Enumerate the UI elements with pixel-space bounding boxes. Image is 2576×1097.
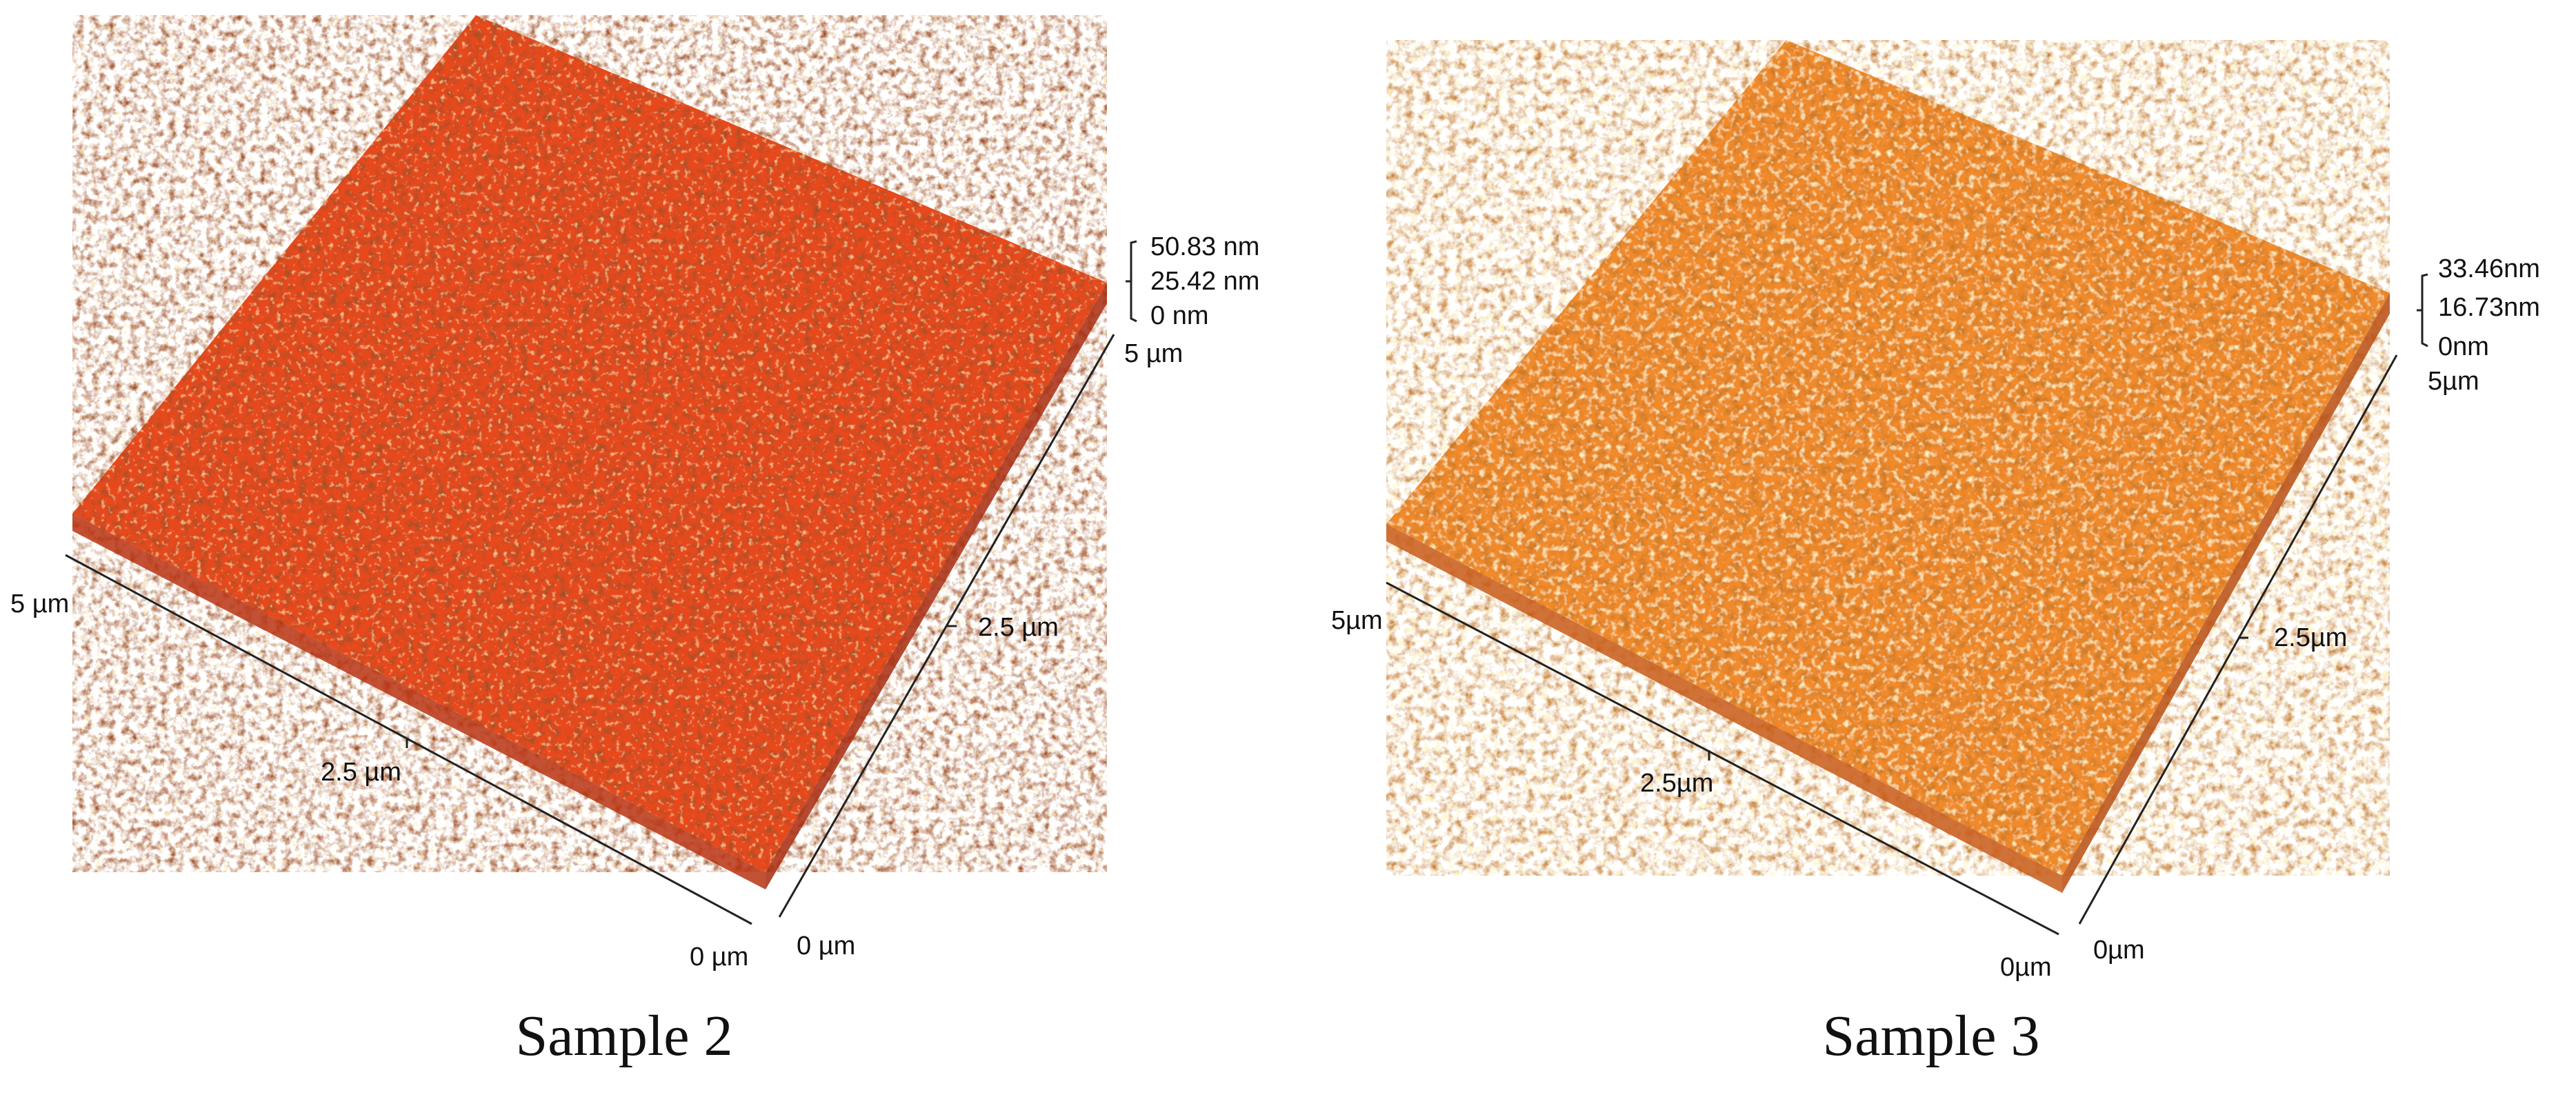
z-scale-mid-sample-2: 25.42 nm bbox=[1150, 267, 1259, 296]
afm-surface-sample-2 bbox=[72, 15, 1107, 872]
x-axis-label-start-sample-3: 5µm bbox=[1331, 606, 1383, 635]
surface-front-edge-sample-3 bbox=[1386, 524, 2062, 893]
y-axis-label-mid-sample-3: 2.5µm bbox=[2274, 623, 2347, 652]
panel-sample-2: 5 µm 2.5 µm 0 µm 0 µm 2.5 µm 5 µm 50.83 … bbox=[10, 15, 1259, 1068]
surface-right-edge-sample-2 bbox=[766, 283, 1107, 889]
y-axis-label-start-sample-3: 0µm bbox=[2093, 936, 2145, 965]
x-axis-label-end-sample-2: 0 µm bbox=[690, 943, 748, 972]
y-axis-line-sample-3 bbox=[2078, 354, 2398, 925]
y-axis-label-end-sample-2: 5 µm bbox=[1124, 339, 1183, 368]
z-scale-mid-sample-3: 16.73nm bbox=[2438, 293, 2540, 322]
caption-sample-3: Sample 3 bbox=[1823, 1004, 2040, 1068]
y-axis-label-mid-sample-2: 2.5 µm bbox=[978, 613, 1059, 642]
x-axis-label-mid-sample-2: 2.5 µm bbox=[321, 758, 401, 787]
x-axis-label-end-sample-3: 0µm bbox=[2000, 953, 2052, 982]
panel-sample-3: 5µm 2.5µm 0µm 0µm 2.5µm 5µm 33.46nm 16.7… bbox=[1331, 40, 2540, 1068]
y-axis-label-start-sample-2: 0 µm bbox=[797, 932, 855, 960]
afm-surface-sample-3 bbox=[1386, 40, 2390, 876]
surface-right-edge-sample-3 bbox=[2062, 293, 2390, 893]
caption-sample-2: Sample 2 bbox=[516, 1004, 733, 1068]
z-scale-bracket-sample-3 bbox=[2417, 273, 2428, 348]
y-axis-label-end-sample-3: 5µm bbox=[2428, 367, 2479, 396]
x-axis-line-sample-3 bbox=[1386, 581, 2059, 936]
z-scale-min-sample-2: 0 nm bbox=[1150, 301, 1208, 330]
x-axis-label-mid-sample-3: 2.5µm bbox=[1640, 769, 1713, 798]
z-scale-bracket-sample-2 bbox=[1126, 240, 1137, 323]
x-axis-label-start-sample-2: 5 µm bbox=[10, 590, 69, 618]
x-axis-line-sample-2 bbox=[65, 554, 752, 925]
z-scale-max-sample-3: 33.46nm bbox=[2438, 254, 2540, 283]
z-scale-max-sample-2: 50.83 nm bbox=[1150, 232, 1259, 261]
surface-front-edge-sample-2 bbox=[72, 514, 766, 889]
z-scale-min-sample-3: 0nm bbox=[2438, 332, 2489, 361]
